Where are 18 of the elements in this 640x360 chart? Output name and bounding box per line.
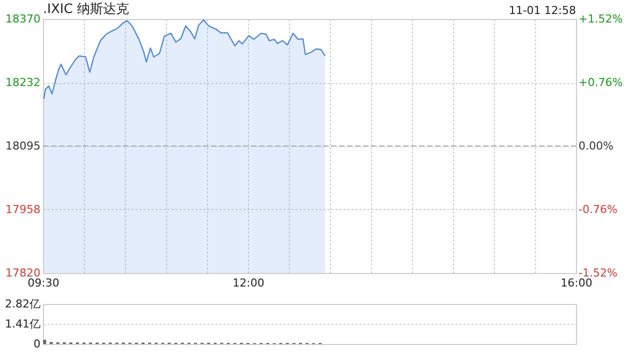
y-tick-label: 17820	[6, 266, 40, 280]
y2-tick-label: -0.76%	[578, 203, 618, 216]
y2-tick-label: +1.52%	[578, 12, 623, 26]
x-tick-label: 12:00	[232, 276, 264, 290]
y-tick-label: 18095	[6, 140, 40, 152]
y-tick-label: 18232	[6, 76, 40, 90]
y-tick-label: 0	[34, 338, 40, 350]
text: 11-01 12:58	[508, 4, 576, 17]
y2-tick-label: -1.52%	[578, 266, 618, 280]
y2-tick-label: +0.76%	[578, 76, 623, 89]
x-tick-label: 16:00	[560, 276, 592, 290]
y2-tick-label: 0.00%	[578, 140, 614, 152]
chart-title: .IXIC 纳斯达克	[43, 2, 129, 17]
y-tick-label: 1.41亿	[5, 318, 40, 330]
x-tick-label: 09:30	[28, 276, 60, 290]
y-tick-label: 18370	[6, 12, 40, 26]
y-tick-label: 17958	[6, 202, 40, 216]
y-tick-label: 2.82亿	[5, 298, 40, 310]
